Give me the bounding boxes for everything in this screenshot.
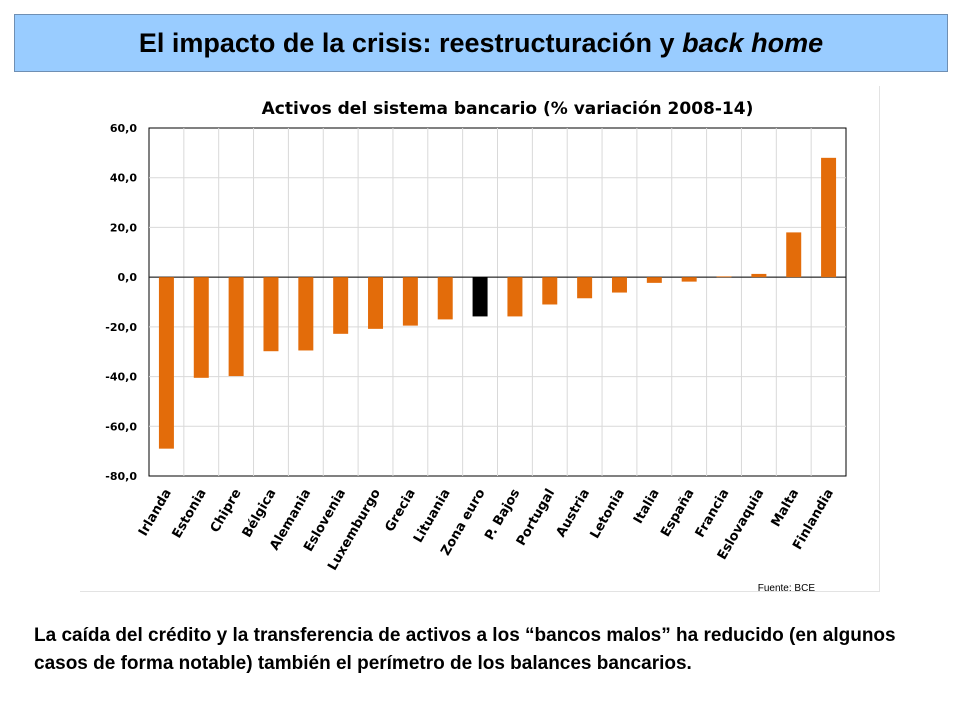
x-tick-label: Irlanda: [136, 487, 175, 539]
bar: [333, 277, 349, 334]
slide-title-main: El impacto de la crisis: reestructuració…: [138, 27, 683, 58]
x-tick-label: Malta: [769, 487, 803, 530]
x-tick-label: Austria: [554, 487, 593, 540]
slide-title: El impacto de la crisis: reestructuració…: [139, 28, 823, 59]
chart-title: Activos del sistema bancario (% variació…: [262, 99, 754, 119]
bar: [368, 277, 384, 329]
bar: [402, 277, 418, 326]
bar: [681, 277, 697, 282]
x-tick-label: Estonia: [170, 487, 210, 541]
bar: [158, 277, 174, 449]
bar: [821, 157, 837, 278]
bar: [228, 277, 244, 377]
bar: [507, 277, 523, 317]
bar: [716, 276, 732, 278]
y-tick-label: 0,0: [118, 271, 138, 284]
x-tick-label: Francia: [693, 487, 733, 541]
y-tick-label: -80,0: [105, 470, 137, 483]
bar: [611, 277, 627, 293]
y-tick-label: -20,0: [105, 321, 137, 334]
bar-chart: 60,0 40,0 20,0 0,0 -20,0 -40,0 -60,0 -80,0 Irlan…: [105, 99, 847, 592]
bar: [263, 277, 279, 352]
bar: [786, 232, 802, 278]
source-note: Fuente: BCE: [758, 583, 816, 592]
bar: [437, 277, 453, 320]
x-tick-label: Italia: [631, 487, 663, 527]
y-tick-label: -40,0: [105, 371, 137, 384]
x-tick-label: Chipre: [208, 486, 245, 535]
x-tick-label: Letonia: [588, 487, 628, 542]
bar: [646, 277, 662, 283]
x-tick-label: España: [658, 487, 697, 540]
bar: [577, 277, 593, 299]
x-tick-label: Grecia: [382, 487, 418, 535]
bar: [751, 273, 767, 278]
slide-title-banner: El impacto de la crisis: reestructuració…: [14, 14, 948, 72]
bar: [298, 277, 314, 351]
y-tick-label: 40,0: [110, 172, 137, 185]
chart-container: 60,0 40,0 20,0 0,0 -20,0 -40,0 -60,0 -80,0 Irlan…: [80, 86, 880, 592]
y-tick-label: 20,0: [110, 221, 137, 234]
x-tick-label: Bélgica: [240, 487, 280, 541]
bar: [542, 277, 558, 305]
y-tick-label: -60,0: [105, 420, 137, 433]
caption-text: La caída del crédito y la transferencia …: [34, 625, 896, 674]
y-tick-label: 60,0: [110, 122, 137, 135]
bar: [472, 277, 488, 317]
slide-title-italic: back home: [682, 27, 824, 58]
bar: [193, 277, 209, 378]
